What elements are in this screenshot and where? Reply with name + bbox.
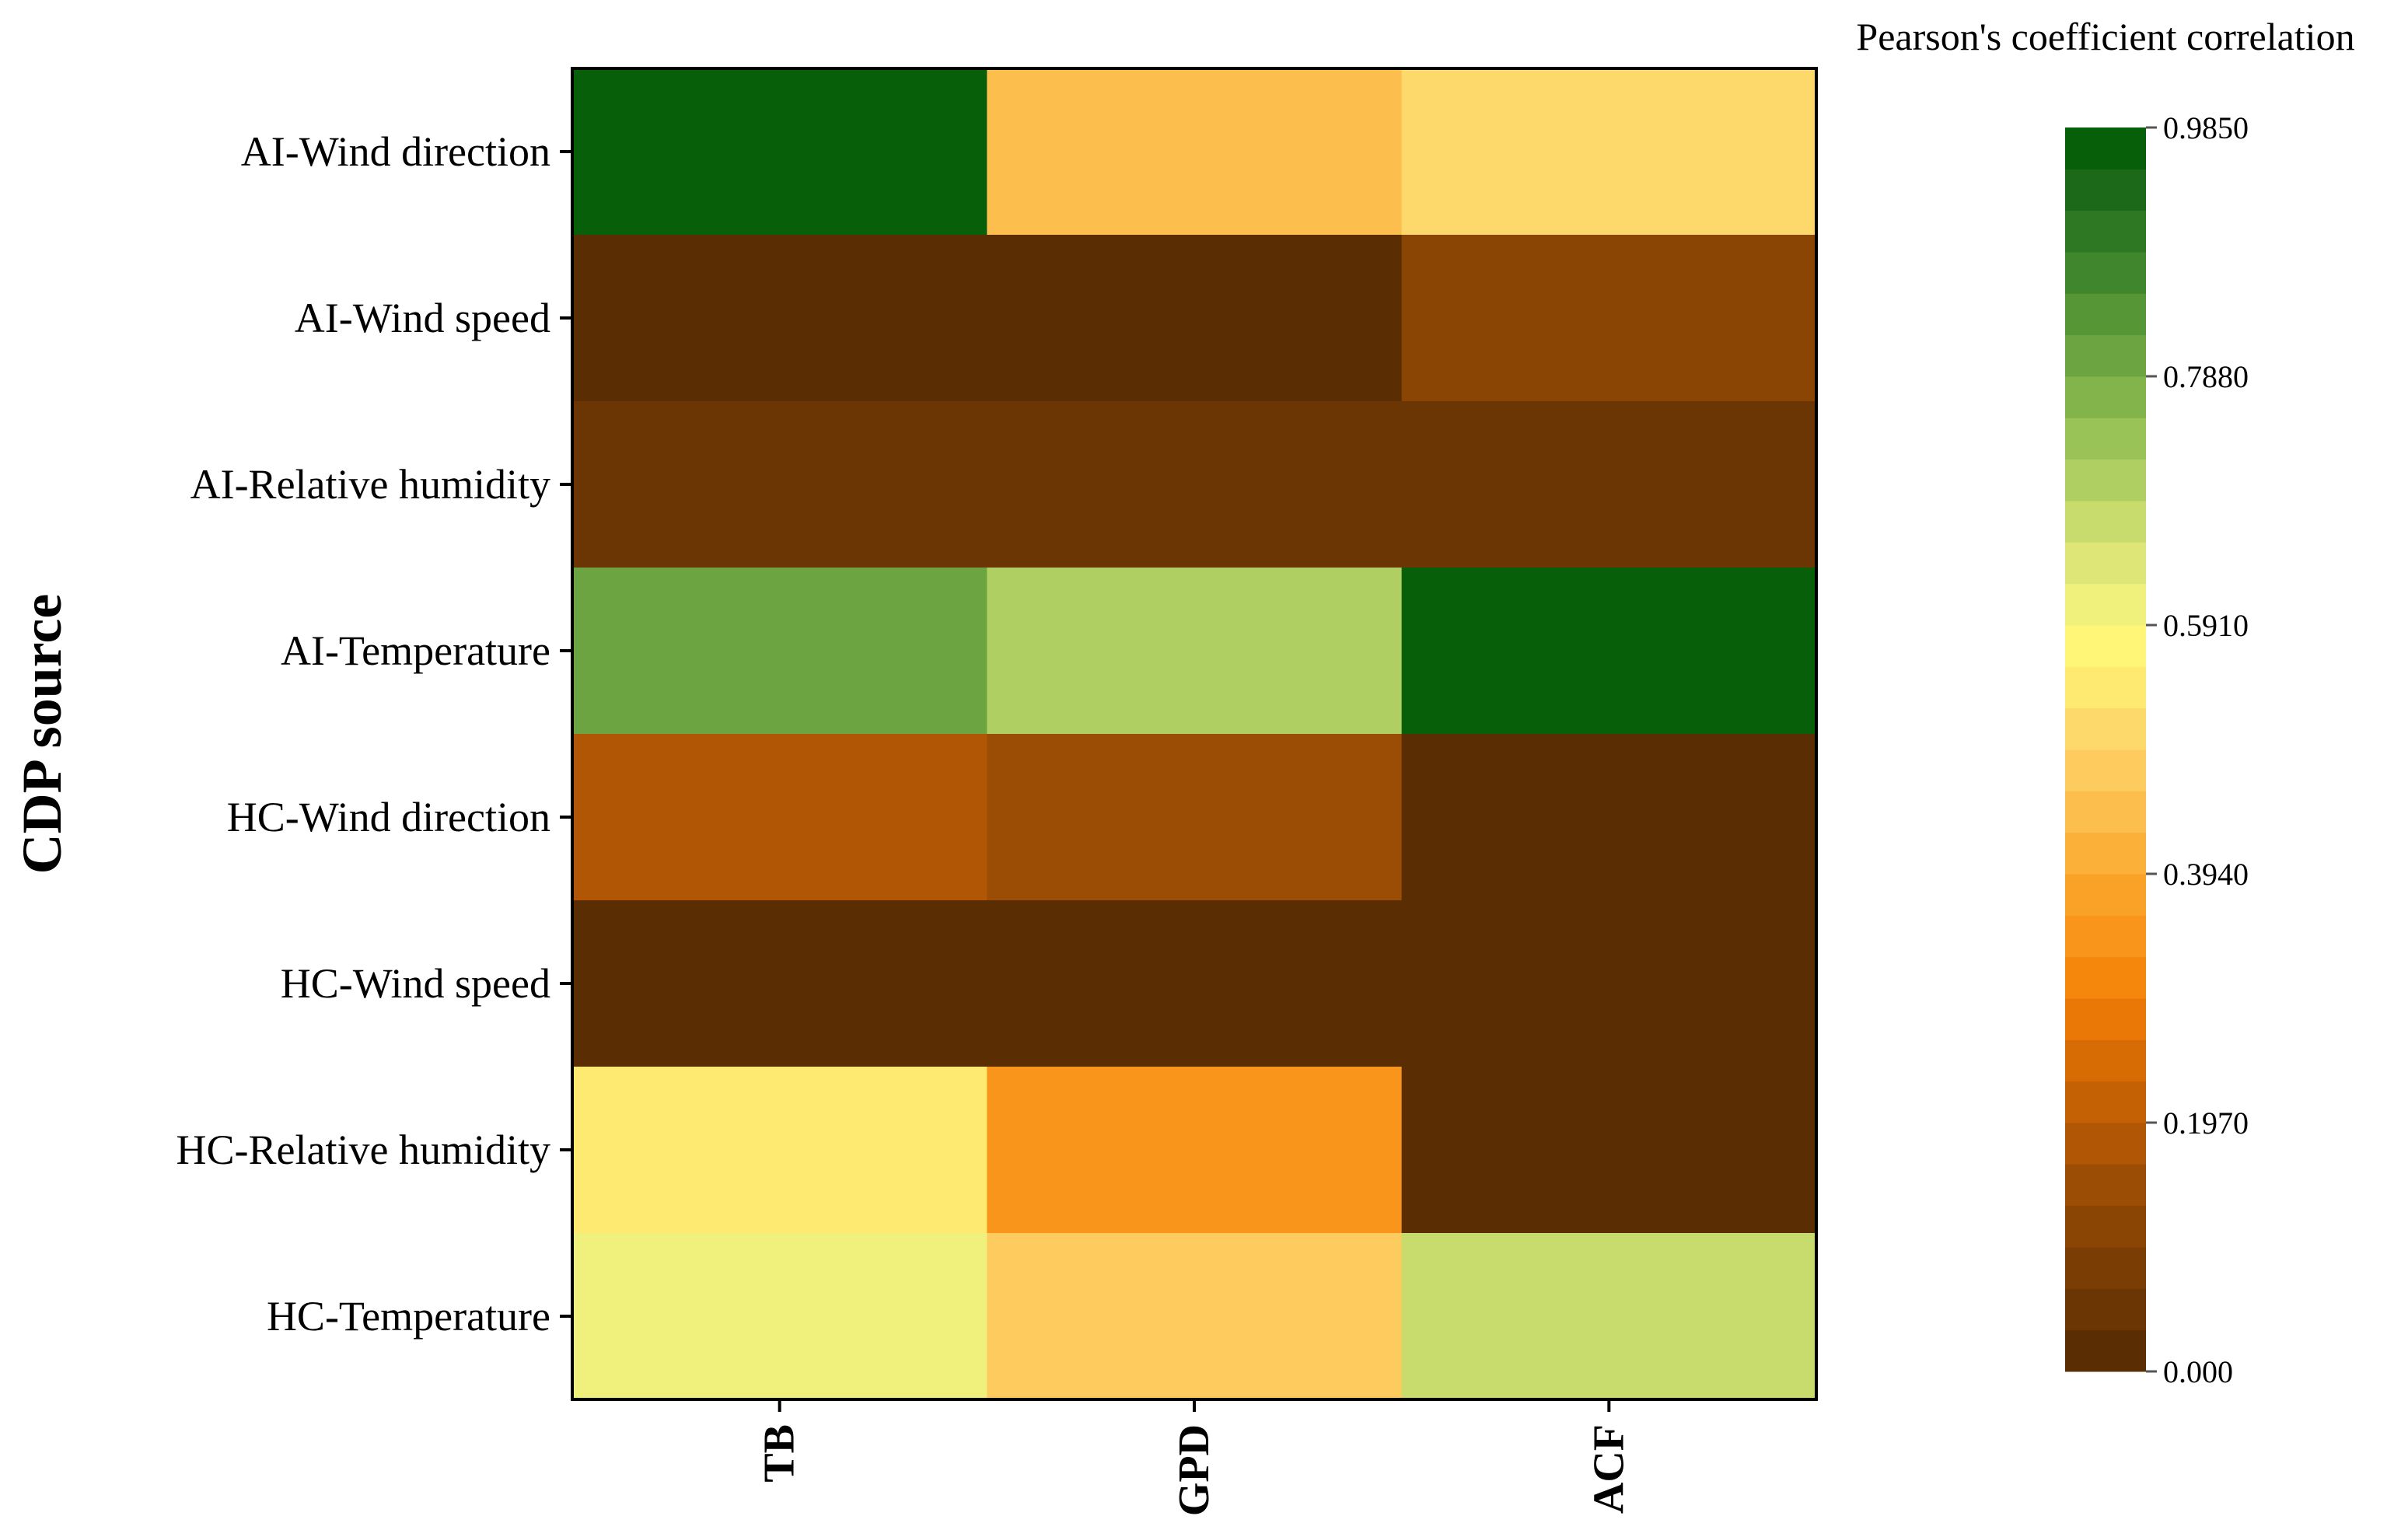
heatmap-cell: [1401, 401, 1817, 568]
colorbar-segment: [2065, 542, 2146, 585]
colorbar-segment: [2065, 501, 2146, 543]
colorbar-segment: [2065, 1123, 2146, 1165]
colorbar-tick-label: 0.7880: [2163, 359, 2249, 394]
colorbar-tick-label: 0.1970: [2163, 1106, 2249, 1141]
heatmap-cells: [572, 68, 1817, 1400]
colorbar-segment: [2065, 583, 2146, 626]
colorbar-segment: [2065, 625, 2146, 667]
colorbar-tick-label: 0.000: [2163, 1354, 2233, 1389]
colorbar-segment: [2065, 1247, 2146, 1289]
colorbar-segment: [2065, 252, 2146, 294]
heatmap-cell: [572, 1233, 987, 1400]
colorbar-segment: [2065, 293, 2146, 336]
column-axis: TB GPD ACF: [756, 1399, 1633, 1516]
colorbar-tick-label: 0.5910: [2163, 608, 2249, 643]
heatmap-cell: [572, 734, 987, 901]
heatmap-cell: [987, 734, 1403, 901]
heatmap-cell: [572, 235, 987, 402]
colorbar-segment: [2065, 1329, 2146, 1372]
row-tick-label: HC-Temperature: [267, 1293, 550, 1340]
heatmap-cell: [1401, 1233, 1817, 1400]
colorbar-segment: [2065, 334, 2146, 377]
row-tick-label: HC-Wind direction: [227, 794, 550, 840]
column-tick-label: TB: [756, 1424, 804, 1483]
colorbar-segment: [2065, 210, 2146, 253]
row-tick-label: AI-Relative humidity: [190, 461, 550, 508]
heatmap-cell: [1401, 68, 1817, 236]
colorbar-segment: [2065, 832, 2146, 875]
colorbar-tick-label: 0.9850: [2163, 110, 2249, 145]
column-tick-label: GPD: [1170, 1424, 1218, 1516]
heatmap-cell: [987, 68, 1403, 236]
row-axis: AI-Wind direction AI-Wind speed AI-Relativ…: [176, 128, 572, 1340]
colorbar-segment: [2065, 749, 2146, 791]
colorbar-segment: [2065, 791, 2146, 833]
colorbar-segment: [2065, 1164, 2146, 1207]
colorbar-ticks: 0.000 0.1970 0.3940 0.5910 0.7880 0.9850: [2146, 110, 2249, 1389]
heatmap-cell: [987, 900, 1403, 1067]
heatmap-cell: [572, 1067, 987, 1234]
colorbar-segment: [2065, 1205, 2146, 1248]
heatmap-cell: [1401, 235, 1817, 402]
row-tick-label: HC-Relative humidity: [176, 1127, 550, 1173]
colorbar-segment: [2065, 376, 2146, 418]
row-tick-label: HC-Wind speed: [281, 960, 550, 1007]
heatmap-cell: [987, 1233, 1403, 1400]
heatmap-cell: [987, 235, 1403, 402]
heatmap-cell: [1401, 900, 1817, 1067]
colorbar-segment: [2065, 956, 2146, 999]
heatmap-cell: [987, 1067, 1403, 1234]
colorbar-segment: [2065, 1081, 2146, 1123]
heatmap-cell: [572, 568, 987, 735]
colorbar-segment: [2065, 998, 2146, 1040]
heatmap-cell: [572, 68, 987, 236]
colorbar-segment: [2065, 169, 2146, 211]
heatmap-cell: [1401, 1067, 1817, 1234]
heatmap-cell: [572, 401, 987, 568]
colorbar-segment: [2065, 128, 2146, 169]
colorbar-segment: [2065, 874, 2146, 916]
heatmap-cell: [1401, 734, 1817, 901]
heatmap-cell: [1401, 568, 1817, 735]
column-tick-label: ACF: [1585, 1424, 1633, 1514]
colorbar-segment: [2065, 707, 2146, 750]
colorbar-segment: [2065, 1039, 2146, 1082]
colorbar-title: Pearson's coefficient correlation: [1856, 15, 2354, 58]
heatmap-cell: [572, 900, 987, 1067]
colorbar-segment: [2065, 417, 2146, 460]
colorbar-segment: [2065, 1288, 2146, 1331]
colorbar-tick-label: 0.3940: [2163, 857, 2249, 892]
row-tick-label: AI-Wind speed: [295, 295, 550, 341]
row-tick-label: AI-Wind direction: [241, 128, 550, 175]
heatmap-cell: [987, 401, 1403, 568]
colorbar-segment: [2065, 666, 2146, 709]
colorbar: [2065, 128, 2146, 1372]
row-tick-label: AI-Temperature: [281, 627, 550, 674]
y-axis-label: CDP source: [11, 594, 73, 875]
colorbar-segment: [2065, 915, 2146, 958]
heatmap-cell: [987, 568, 1403, 735]
colorbar-segment: [2065, 459, 2146, 501]
